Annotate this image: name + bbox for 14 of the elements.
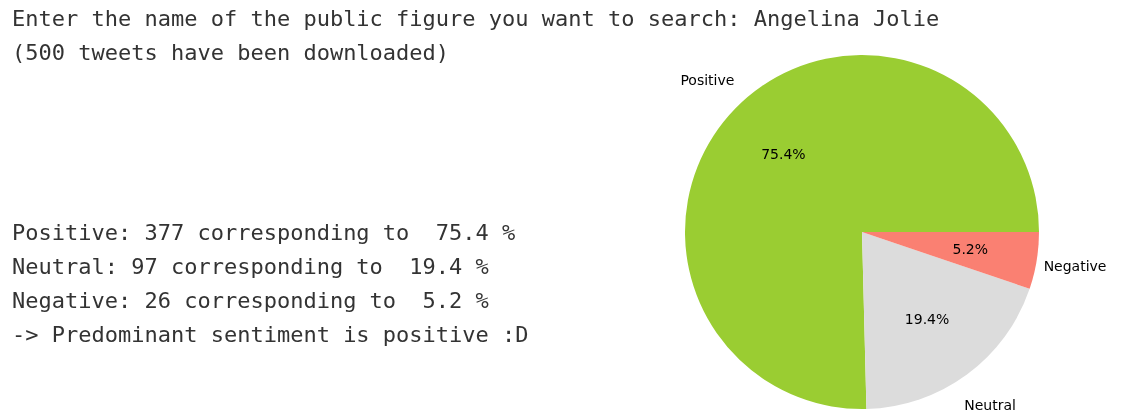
pie-slice: [862, 232, 1030, 409]
pie-slice: [862, 232, 1039, 289]
slice-label: Positive: [680, 72, 735, 89]
slice-label: Neutral: [964, 396, 1016, 411]
data-label: 75.4%: [761, 146, 806, 163]
text: Enter the name of the public figure you want to search: Angelina Jolie: [12, 6, 940, 31]
text: (500 tweets have been downloaded): [12, 40, 450, 65]
slice-label: Negative: [1043, 258, 1107, 275]
data-label: 19.4%: [904, 311, 950, 328]
text: -> Predominant sentiment is positive :D: [12, 321, 529, 349]
data-label: 5.2%: [952, 240, 989, 257]
text: Neutral: 97 corresponding to 19.4 %: [12, 253, 490, 281]
text: Positive: 377 corresponding to 75.4 %: [12, 219, 517, 247]
text: Negative: 26 corresponding to 5.2 %: [12, 287, 490, 315]
